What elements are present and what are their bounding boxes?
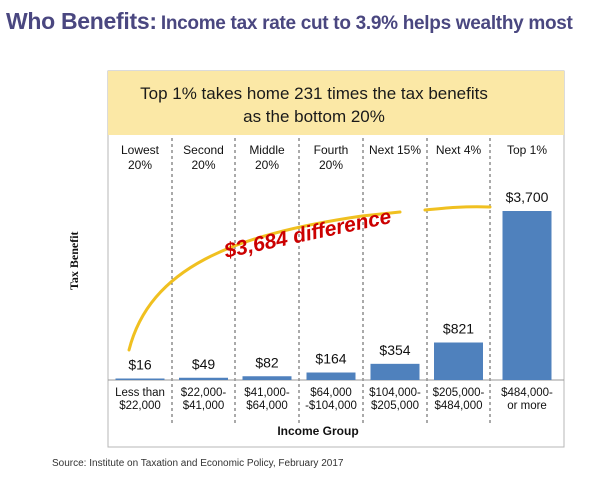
bar bbox=[434, 342, 483, 380]
title-banner bbox=[108, 71, 564, 135]
headline: Who Benefits: Income tax rate cut to 3.9… bbox=[6, 8, 606, 35]
y-axis-label: Tax Benefit bbox=[67, 231, 81, 290]
data-label: $821 bbox=[443, 321, 474, 337]
bar bbox=[179, 377, 228, 380]
category-label: $104,000-$205,000 bbox=[369, 387, 421, 412]
data-label: $3,700 bbox=[506, 189, 549, 205]
category-label: $484,000-or more bbox=[501, 387, 553, 412]
category-label: Less than $22,000 bbox=[115, 387, 165, 412]
bar bbox=[502, 211, 552, 380]
category-labels: Less than $22,000 $22,000-$41,000 $41,000-$… bbox=[115, 387, 553, 412]
group-label: Middle 20% bbox=[249, 143, 285, 172]
data-label: $82 bbox=[255, 354, 279, 370]
group-label: Lowest 20% bbox=[121, 143, 160, 172]
data-label: $16 bbox=[128, 357, 152, 373]
group-label: Next 15% bbox=[369, 143, 421, 157]
group-label: Fourth 20% bbox=[314, 143, 349, 172]
chart-title-line-1: Top 1% takes home 231 times the tax bene… bbox=[140, 84, 488, 103]
chart-title-line-2: as the bottom 20% bbox=[243, 107, 385, 126]
group-label: Next 4% bbox=[436, 143, 482, 157]
category-label: $64,000 -$104,000 bbox=[305, 387, 357, 412]
headline-lead: Who Benefits: bbox=[6, 8, 157, 34]
data-label: $164 bbox=[315, 351, 346, 367]
x-axis-label: Income Group bbox=[277, 424, 358, 438]
group-label: Top 1% bbox=[507, 143, 547, 157]
group-label: Second 20% bbox=[183, 143, 224, 172]
value-labels: $16 $49 $82 $164 $354 $821 $3,700 bbox=[128, 189, 548, 373]
bar bbox=[370, 363, 420, 380]
category-label: $41,000-$64,000 bbox=[244, 387, 290, 412]
data-label: $49 bbox=[192, 356, 216, 372]
bar bbox=[306, 372, 356, 380]
bar bbox=[115, 378, 165, 380]
bar bbox=[242, 376, 292, 380]
group-labels: Lowest 20% Second 20% Middle 20% Fourth 20% Next… bbox=[121, 143, 547, 172]
category-label: $205,000-$484,000 bbox=[433, 387, 485, 412]
category-label: $22,000-$41,000 bbox=[181, 387, 227, 412]
headline-rest: Income tax rate cut to 3.9% helps wealth… bbox=[160, 13, 573, 34]
bars bbox=[115, 211, 552, 380]
source-note: Source: Institute on Taxation and Econom… bbox=[52, 458, 344, 469]
data-label: $354 bbox=[379, 342, 410, 358]
difference-arrow bbox=[127, 205, 492, 352]
